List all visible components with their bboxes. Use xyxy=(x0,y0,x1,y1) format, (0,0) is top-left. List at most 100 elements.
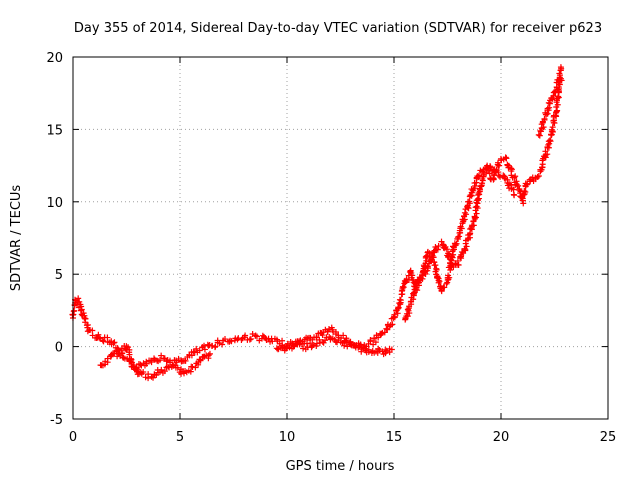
data-point xyxy=(205,352,212,359)
data-point xyxy=(383,325,390,332)
data-point xyxy=(461,216,468,223)
x-tick-label: 15 xyxy=(386,430,403,445)
x-tick-label: 20 xyxy=(493,430,510,445)
data-point xyxy=(283,345,290,352)
data-point xyxy=(515,182,522,189)
data-point xyxy=(458,225,465,232)
data-point xyxy=(130,362,137,369)
data-point xyxy=(279,337,286,344)
data-point xyxy=(495,159,502,166)
data-point xyxy=(456,230,463,237)
plot-frame xyxy=(72,56,609,420)
y-axis-label: SDTVAR / TECUs xyxy=(9,185,24,292)
data-point xyxy=(216,340,223,347)
data-point xyxy=(482,165,489,172)
data-point xyxy=(298,341,305,348)
data-point xyxy=(253,333,260,340)
data-point xyxy=(503,155,510,162)
data-point xyxy=(479,177,486,184)
data-point xyxy=(372,339,379,346)
data-point xyxy=(471,214,478,221)
data-point xyxy=(455,262,462,269)
data-point xyxy=(440,284,447,291)
data-point xyxy=(473,210,480,217)
data-point xyxy=(118,347,125,354)
data-point xyxy=(115,351,122,358)
data-point xyxy=(434,246,441,253)
data-point xyxy=(378,330,385,337)
data-point xyxy=(104,359,111,366)
data-point xyxy=(100,338,107,345)
data-point xyxy=(82,319,89,326)
data-point xyxy=(376,347,383,354)
data-point xyxy=(148,359,155,366)
data-point xyxy=(540,124,547,131)
data-point xyxy=(448,256,455,263)
x-tick-label: 25 xyxy=(600,430,617,445)
data-point xyxy=(252,332,259,339)
data-point xyxy=(549,96,556,103)
data-point xyxy=(404,313,411,320)
data-point xyxy=(556,70,563,77)
data-point xyxy=(388,346,395,353)
data-point xyxy=(319,332,326,339)
data-point xyxy=(365,348,372,355)
data-point xyxy=(487,164,494,171)
data-point xyxy=(340,332,347,339)
data-point xyxy=(80,310,87,317)
chart-title: Day 355 of 2014, Sidereal Day-to-day VTE… xyxy=(74,21,602,36)
data-point xyxy=(389,321,396,328)
data-point xyxy=(96,334,103,341)
y-tick-label: 5 xyxy=(55,268,63,283)
data-point xyxy=(511,174,518,181)
x-axis-label: GPS time / hours xyxy=(286,459,395,474)
data-point xyxy=(126,351,133,358)
y-tick-label: 0 xyxy=(55,341,63,356)
data-point xyxy=(424,263,431,270)
data-point xyxy=(443,280,450,287)
data-point xyxy=(554,84,561,91)
data-point xyxy=(187,368,194,375)
data-point xyxy=(463,243,470,250)
data-point xyxy=(465,205,472,212)
data-point xyxy=(396,296,403,303)
data-point xyxy=(432,262,439,269)
data-point xyxy=(201,346,208,353)
data-point xyxy=(192,364,199,371)
data-point xyxy=(394,305,401,312)
data-point xyxy=(322,337,329,344)
data-point xyxy=(546,100,553,107)
data-point xyxy=(557,64,564,71)
data-point xyxy=(554,107,561,114)
data-point xyxy=(326,333,333,340)
data-point xyxy=(193,345,200,352)
data-point xyxy=(76,298,83,305)
data-point xyxy=(173,359,180,366)
data-point xyxy=(158,352,165,359)
data-point xyxy=(535,173,542,180)
data-point xyxy=(466,231,473,238)
data-point xyxy=(137,361,144,368)
data-point xyxy=(156,357,163,364)
data-point xyxy=(490,174,497,181)
data-point xyxy=(476,191,483,198)
data-point xyxy=(313,334,320,341)
grid xyxy=(73,57,608,419)
data-point xyxy=(81,314,88,321)
data-point xyxy=(182,357,189,364)
y-tick-label: 15 xyxy=(46,123,63,138)
data-points xyxy=(69,64,565,382)
data-point xyxy=(411,289,418,296)
data-point xyxy=(430,248,437,255)
data-point xyxy=(410,296,417,303)
data-point xyxy=(367,337,374,344)
data-point xyxy=(544,151,551,158)
data-point xyxy=(549,124,556,131)
data-point xyxy=(166,364,173,371)
data-point xyxy=(478,183,485,190)
data-point xyxy=(501,174,508,181)
data-point xyxy=(133,367,140,374)
data-point xyxy=(375,345,382,352)
data-point xyxy=(174,364,181,371)
